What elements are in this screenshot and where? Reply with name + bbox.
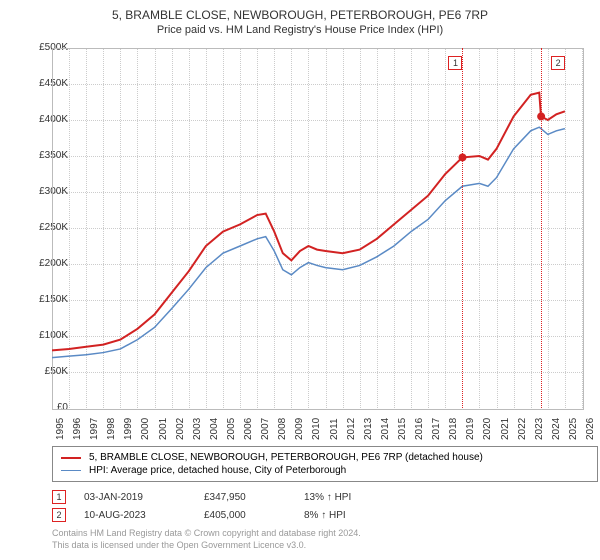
x-tick-label: 2019 [465,418,476,440]
legend-item: HPI: Average price, detached house, City… [61,464,589,477]
x-tick-label: 2025 [568,418,579,440]
event-marker-icon: 2 [52,508,66,522]
legend: 5, BRAMBLE CLOSE, NEWBOROUGH, PETERBOROU… [52,446,598,482]
x-tick-label: 2005 [226,418,237,440]
event-row: 2 10-AUG-2023 £405,000 8% ↑ HPI [52,506,351,524]
footer-line: Contains HM Land Registry data © Crown c… [52,528,361,540]
x-tick-label: 1998 [106,418,117,440]
event-price: £405,000 [204,510,304,521]
event-date: 10-AUG-2023 [84,510,204,521]
event-marker-label: 1 [448,56,462,70]
x-tick-label: 2023 [534,418,545,440]
x-tick-label: 2011 [329,418,340,440]
x-tick-label: 2001 [158,418,169,440]
footer-line: This data is licensed under the Open Gov… [52,540,361,552]
x-tick-label: 2002 [175,418,186,440]
x-tick-label: 2007 [260,418,271,440]
event-date: 03-JAN-2019 [84,492,204,503]
footer: Contains HM Land Registry data © Crown c… [52,528,361,551]
x-tick-label: 2003 [192,418,203,440]
event-marker-icon: 1 [52,490,66,504]
event-price: £347,950 [204,492,304,503]
x-tick-label: 2013 [363,418,374,440]
x-tick-label: 2015 [397,418,408,440]
x-tick-label: 2016 [414,418,425,440]
x-tick-label: 2009 [294,418,305,440]
chart-svg [52,48,582,408]
x-tick-label: 2006 [243,418,254,440]
event-marker-label: 2 [551,56,565,70]
x-tick-label: 2026 [585,418,596,440]
legend-swatch [61,470,81,472]
x-tick-label: 2018 [448,418,459,440]
x-tick-label: 2012 [346,418,357,440]
x-tick-label: 2021 [500,418,511,440]
x-tick-label: 1999 [123,418,134,440]
series-hpi [52,127,565,357]
x-tick-label: 2022 [517,418,528,440]
x-tick-label: 2014 [380,418,391,440]
event-pct: 8% ↑ HPI [304,510,346,521]
legend-label: 5, BRAMBLE CLOSE, NEWBOROUGH, PETERBOROU… [89,452,483,463]
x-tick-label: 2000 [140,418,151,440]
legend-label: HPI: Average price, detached house, City… [89,465,346,476]
legend-swatch [61,457,81,459]
x-tick-label: 1997 [89,418,100,440]
event-row: 1 03-JAN-2019 £347,950 13% ↑ HPI [52,488,351,506]
x-tick-label: 2010 [311,418,322,440]
x-tick-label: 2020 [482,418,493,440]
x-tick-label: 1996 [72,418,83,440]
x-tick-label: 2004 [209,418,220,440]
x-tick-label: 2008 [277,418,288,440]
x-tick-label: 2017 [431,418,442,440]
x-tick-label: 1995 [55,418,66,440]
legend-item: 5, BRAMBLE CLOSE, NEWBOROUGH, PETERBOROU… [61,451,589,464]
chart-subtitle: Price paid vs. HM Land Registry's House … [0,22,600,36]
chart-container: 5, BRAMBLE CLOSE, NEWBOROUGH, PETERBOROU… [0,0,600,560]
event-pct: 13% ↑ HPI [304,492,351,503]
chart-title: 5, BRAMBLE CLOSE, NEWBOROUGH, PETERBOROU… [0,0,600,22]
x-tick-label: 2024 [551,418,562,440]
event-table: 1 03-JAN-2019 £347,950 13% ↑ HPI 2 10-AU… [52,488,351,524]
series-price_paid [52,93,565,351]
